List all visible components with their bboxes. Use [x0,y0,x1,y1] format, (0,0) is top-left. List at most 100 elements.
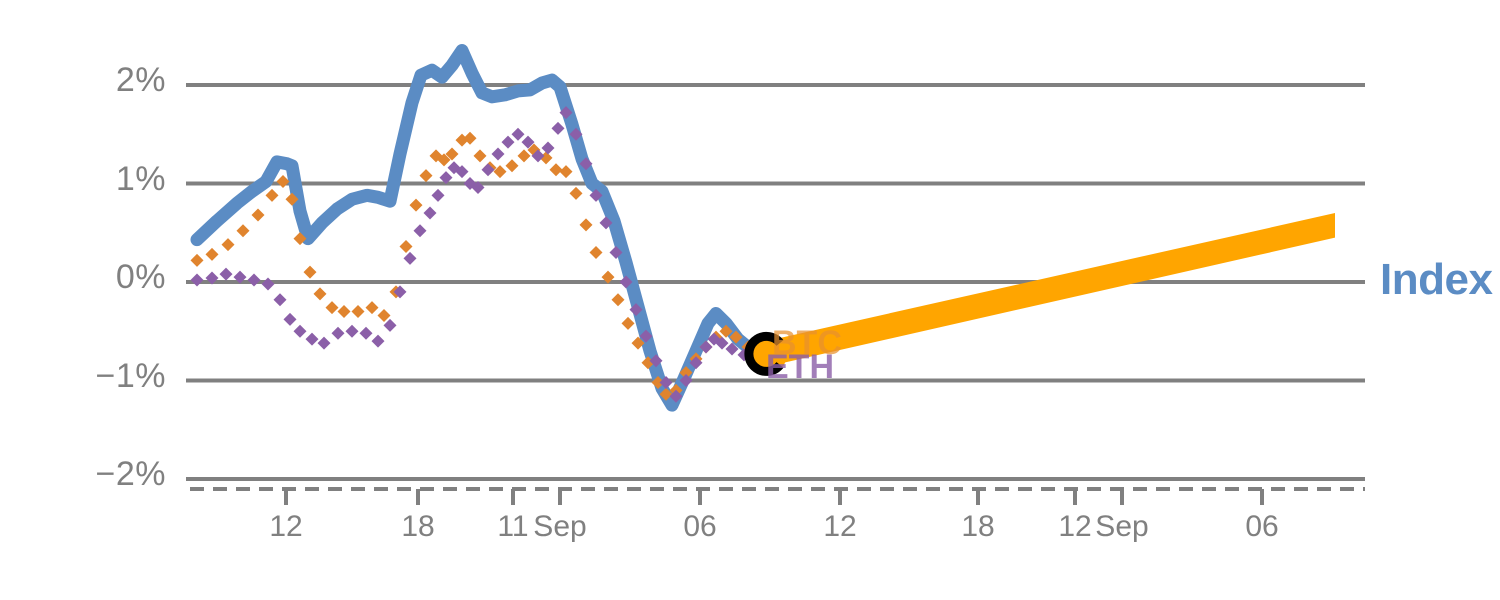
series-dot [293,324,307,338]
series-dot [351,305,365,319]
series-dot [569,127,583,141]
series-dot [190,273,204,287]
series-dot [679,374,693,387]
x-axis-label-7: 12 [1058,510,1092,543]
series-dot [419,169,433,183]
series-dot [403,251,417,265]
series-dot [629,303,643,317]
series-dot [601,270,615,284]
series-dot [413,224,427,238]
x-axis-label-9: 06 [1245,510,1279,543]
series-dot [729,330,743,344]
series-dot [331,326,345,340]
series-dot [190,253,204,267]
x-axis-label-0: 12 [269,510,303,543]
series-dot [589,188,603,202]
series-lines [190,44,769,412]
series-dot [261,277,275,291]
y-axis-label-4: −2% [95,455,166,493]
series-dot [579,157,593,171]
series-dot [531,149,545,163]
series-dot [345,324,359,338]
series-dot [541,141,555,155]
series-dot [689,356,703,370]
series-dot [205,271,219,285]
series-dot [559,165,573,179]
series-dot [481,163,495,177]
series-dot [219,267,233,281]
gridlines [186,83,1365,481]
series-dot [293,232,307,246]
series-dot [621,316,635,330]
series-dot [611,293,625,307]
series-dot [517,149,531,163]
forecast-band [766,213,1335,367]
series-dot [273,293,287,307]
series-dot [317,336,331,350]
series-dot [439,171,453,185]
index-series-label: Index [1380,255,1493,304]
series-dot [399,240,413,254]
series-dot [569,186,583,200]
series-dot [251,208,265,222]
series-dot [679,366,693,380]
series-dot [265,188,279,202]
current-value-marker [744,331,787,376]
series-dot [276,175,290,189]
series-dot [409,198,423,212]
series-dot [715,336,729,350]
eth-series-label: ETH [766,348,834,386]
series-dot [377,308,391,322]
series-dot [393,285,407,299]
series-dot [365,301,379,315]
series-dot [445,147,459,161]
series-dot [325,301,339,315]
series-dot [221,238,235,252]
series-dot [659,387,673,401]
series-dot [511,127,525,141]
series-dot [599,216,613,230]
series-dot [455,165,469,179]
series-dot [699,340,713,354]
series-dot [659,375,673,389]
series-dot [303,265,317,279]
series-dot [431,188,445,202]
series-dot [285,192,299,206]
series-dot [471,180,485,194]
x-axis-label-3: Sep [533,510,587,543]
series-dot [463,131,477,145]
x-axis-label-6: 18 [961,510,995,543]
series-dot [437,153,451,167]
series-dot [501,135,515,149]
series-dot [493,165,507,179]
series-dot [609,245,623,259]
series-dot [631,336,645,350]
series-dot [247,273,261,287]
series-dot [236,224,250,238]
y-axis-label-2: 0% [115,258,166,296]
marker-ring [744,331,784,376]
series-dot [359,326,373,340]
series-dot [521,135,535,149]
x-axis-label-2: 11 [497,510,529,543]
series-dot [505,159,519,173]
series-dot [579,218,593,232]
series-dot [719,324,733,338]
y-axis-label-0: 2% [115,61,166,99]
x-axis-label-5: 12 [823,510,857,543]
series-dot [619,275,633,289]
y-axis-label-3: −1% [95,356,166,395]
series-dot [233,270,247,284]
y-axis-label-1: 1% [115,159,166,198]
series-dot [337,305,351,319]
series-dot [551,121,565,135]
series-dot [549,163,563,177]
series-dot [559,106,573,120]
series-dot [725,342,739,356]
series-dot [473,149,487,163]
forecast-band-shape [766,213,1335,367]
series-dot [383,318,397,332]
btc-series-label: BTC [772,324,842,362]
series-dots-eth [190,106,763,403]
